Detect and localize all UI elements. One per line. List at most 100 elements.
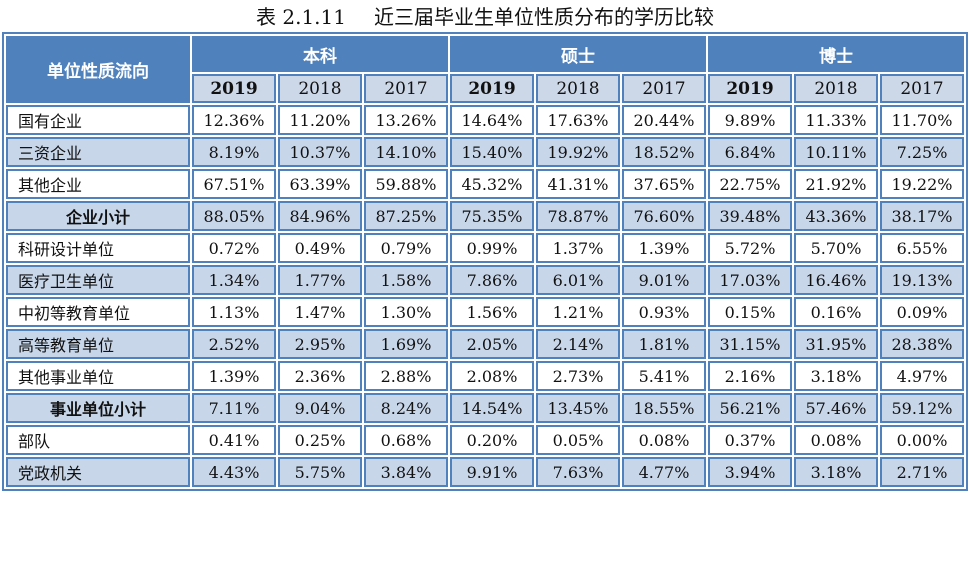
- value-cell: 38.17%: [880, 201, 964, 231]
- degree-header-row: 单位性质流向 本科 硕士 博士: [6, 36, 964, 103]
- row-label: 党政机关: [6, 457, 190, 487]
- value-cell: 3.18%: [794, 361, 878, 391]
- year-header-3: 2019: [450, 74, 534, 103]
- value-cell: 0.08%: [622, 425, 706, 455]
- value-cell: 20.44%: [622, 105, 706, 135]
- table-number: 表 2.1.11: [256, 5, 346, 29]
- value-cell: 11.70%: [880, 105, 964, 135]
- table-row: 部队 0.41% 0.25% 0.68% 0.20% 0.05% 0.08% 0.37% 0.0…: [6, 425, 964, 455]
- row-label: 医疗卫生单位: [6, 265, 190, 295]
- value-cell: 3.84%: [364, 457, 448, 487]
- value-cell: 57.46%: [794, 393, 878, 423]
- value-cell: 9.89%: [708, 105, 792, 135]
- value-cell: 43.36%: [794, 201, 878, 231]
- value-cell: 4.77%: [622, 457, 706, 487]
- value-cell: 18.52%: [622, 137, 706, 167]
- value-cell: 0.79%: [364, 233, 448, 263]
- value-cell: 88.05%: [192, 201, 276, 231]
- row-label: 中初等教育单位: [6, 297, 190, 327]
- value-cell: 17.03%: [708, 265, 792, 295]
- table-row: 高等教育单位 2.52% 2.95% 1.69% 2.05% 2.14% 1.81% 31.1…: [6, 329, 964, 359]
- year-header-0: 2019: [192, 74, 276, 103]
- row-label: 高等教育单位: [6, 329, 190, 359]
- value-cell: 10.37%: [278, 137, 362, 167]
- value-cell: 31.15%: [708, 329, 792, 359]
- value-cell: 1.34%: [192, 265, 276, 295]
- value-cell: 59.12%: [880, 393, 964, 423]
- row-label: 部队: [6, 425, 190, 455]
- table-row: 党政机关 4.43% 5.75% 3.84% 9.91% 7.63% 4.77% 3.94% 3…: [6, 457, 964, 487]
- value-cell: 2.95%: [278, 329, 362, 359]
- value-cell: 84.96%: [278, 201, 362, 231]
- value-cell: 56.21%: [708, 393, 792, 423]
- row-label: 事业单位小计: [6, 393, 190, 423]
- value-cell: 8.19%: [192, 137, 276, 167]
- value-cell: 2.14%: [536, 329, 620, 359]
- table-row: 科研设计单位 0.72% 0.49% 0.79% 0.99% 1.37% 1.39% 5.72…: [6, 233, 964, 263]
- row-label: 科研设计单位: [6, 233, 190, 263]
- value-cell: 9.91%: [450, 457, 534, 487]
- value-cell: 9.04%: [278, 393, 362, 423]
- value-cell: 1.58%: [364, 265, 448, 295]
- table-row: 事业单位小计 7.11% 9.04% 8.24% 14.54% 13.45% 18.55% 5…: [6, 393, 964, 423]
- value-cell: 10.11%: [794, 137, 878, 167]
- row-label: 企业小计: [6, 201, 190, 231]
- degree-header-bachelor: 本科: [192, 36, 448, 72]
- value-cell: 6.01%: [536, 265, 620, 295]
- value-cell: 0.15%: [708, 297, 792, 327]
- value-cell: 0.72%: [192, 233, 276, 263]
- year-header-7: 2018: [794, 74, 878, 103]
- value-cell: 7.63%: [536, 457, 620, 487]
- value-cell: 3.18%: [794, 457, 878, 487]
- value-cell: 4.97%: [880, 361, 964, 391]
- value-cell: 1.77%: [278, 265, 362, 295]
- value-cell: 6.84%: [708, 137, 792, 167]
- value-cell: 0.20%: [450, 425, 534, 455]
- value-cell: 0.25%: [278, 425, 362, 455]
- value-cell: 0.08%: [794, 425, 878, 455]
- value-cell: 8.24%: [364, 393, 448, 423]
- table-title-text: 近三届毕业生单位性质分布的学历比较: [373, 5, 714, 29]
- value-cell: 7.11%: [192, 393, 276, 423]
- table-row: 中初等教育单位 1.13% 1.47% 1.30% 1.56% 1.21% 0.93% 0.1…: [6, 297, 964, 327]
- value-cell: 1.39%: [192, 361, 276, 391]
- value-cell: 0.09%: [880, 297, 964, 327]
- value-cell: 1.56%: [450, 297, 534, 327]
- value-cell: 19.22%: [880, 169, 964, 199]
- value-cell: 59.88%: [364, 169, 448, 199]
- value-cell: 5.75%: [278, 457, 362, 487]
- value-cell: 2.71%: [880, 457, 964, 487]
- degree-header-doctor: 博士: [708, 36, 964, 72]
- year-header-row: 2019 2018 2017 2019 2018 2017 2019 2018 2017: [6, 74, 964, 103]
- table-row: 企业小计 88.05% 84.96% 87.25% 75.35% 78.87% 76.60%…: [6, 201, 964, 231]
- table-row: 其他事业单位 1.39% 2.36% 2.88% 2.08% 2.73% 5.41% 2.16…: [6, 361, 964, 391]
- degree-distribution-table: 单位性质流向 本科 硕士 博士 2019 2018 2017 2019 2018 2017 20…: [2, 32, 968, 491]
- value-cell: 1.47%: [278, 297, 362, 327]
- value-cell: 7.25%: [880, 137, 964, 167]
- value-cell: 0.05%: [536, 425, 620, 455]
- table-row: 其他企业 67.51% 63.39% 59.88% 45.32% 41.31% 37.65%…: [6, 169, 964, 199]
- corner-header-unit-type: 单位性质流向: [6, 36, 190, 103]
- value-cell: 14.64%: [450, 105, 534, 135]
- value-cell: 16.46%: [794, 265, 878, 295]
- value-cell: 13.45%: [536, 393, 620, 423]
- value-cell: 0.68%: [364, 425, 448, 455]
- value-cell: 2.73%: [536, 361, 620, 391]
- value-cell: 12.36%: [192, 105, 276, 135]
- table-header: 单位性质流向 本科 硕士 博士 2019 2018 2017 2019 2018 2017 20…: [6, 36, 964, 103]
- year-header-1: 2018: [278, 74, 362, 103]
- value-cell: 2.05%: [450, 329, 534, 359]
- value-cell: 2.16%: [708, 361, 792, 391]
- value-cell: 5.41%: [622, 361, 706, 391]
- value-cell: 41.31%: [536, 169, 620, 199]
- value-cell: 22.75%: [708, 169, 792, 199]
- value-cell: 7.86%: [450, 265, 534, 295]
- degree-header-master: 硕士: [450, 36, 706, 72]
- value-cell: 4.43%: [192, 457, 276, 487]
- row-label: 国有企业: [6, 105, 190, 135]
- value-cell: 0.41%: [192, 425, 276, 455]
- row-label: 其他企业: [6, 169, 190, 199]
- value-cell: 76.60%: [622, 201, 706, 231]
- year-header-8: 2017: [880, 74, 964, 103]
